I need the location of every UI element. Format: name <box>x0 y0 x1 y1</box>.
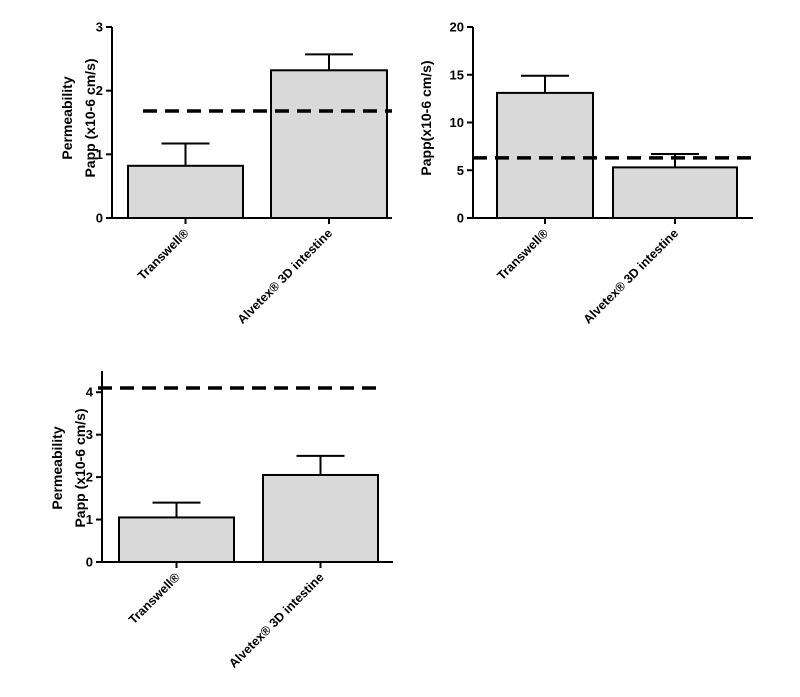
y-axis-title: Papp (x10-6 cm/s) <box>82 58 98 177</box>
y-tick-label: 0 <box>96 211 103 226</box>
y-tick-label: 0 <box>457 211 464 226</box>
chart-panel-2: Transwell® Alvetex® 3D intestine 0 5 10 15 20 P… <box>418 20 753 327</box>
bar-transwell <box>127 164 244 219</box>
y-axis-title: Papp(x10-6 cm/s) <box>418 60 434 175</box>
y-axis-title: Papp (x10-6 cm/s) <box>72 408 88 527</box>
y-axis-title: Permeability <box>49 426 65 509</box>
category-label: Transwell® <box>135 226 192 283</box>
bar-transwell <box>496 91 594 219</box>
category-label: Alvetex® 3D intestine <box>235 226 335 326</box>
y-tick-label: 5 <box>457 163 464 178</box>
chart-panel-3: Transwell® Alvetex® 3D intestine 0 1 2 3 4 Perm… <box>49 371 393 671</box>
y-tick-label: 3 <box>86 427 93 442</box>
chart-panel-1: Transwell® Alvetex® 3D intestine 0 1 2 3 Perme… <box>59 20 392 327</box>
bar-alvetex <box>262 473 379 563</box>
category-label: Alvetex® 3D intestine <box>581 226 681 326</box>
y-tick-label: 20 <box>450 20 464 35</box>
category-label: Transwell® <box>126 570 183 627</box>
category-label: Transwell® <box>494 226 551 283</box>
y-tick-label: 15 <box>450 67 464 82</box>
y-tick-label: 2 <box>86 470 93 485</box>
bar-transwell <box>118 516 235 564</box>
y-axis-title: Permeability <box>59 76 75 159</box>
bar-alvetex <box>270 69 388 219</box>
category-label: Alvetex® 3D intestine <box>226 570 326 670</box>
y-tick-label: 3 <box>96 20 103 35</box>
bar-alvetex <box>612 166 738 219</box>
y-tick-label: 1 <box>86 512 93 527</box>
y-tick-label: 10 <box>450 115 464 130</box>
y-tick-label: 4 <box>86 385 94 400</box>
y-tick-label: 0 <box>86 555 93 570</box>
y-tick-label: 1 <box>96 147 103 162</box>
y-tick-label: 2 <box>96 83 103 98</box>
